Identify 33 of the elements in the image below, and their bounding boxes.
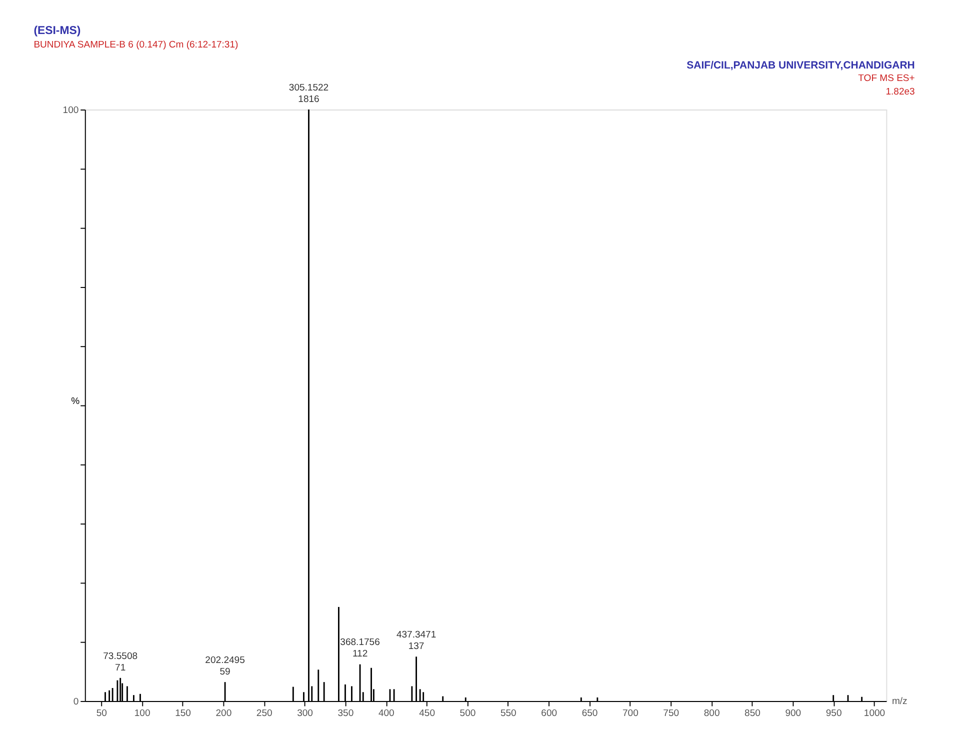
- chart-title: (ESI-MS): [34, 25, 81, 38]
- x-tick-label: 50: [96, 708, 107, 719]
- x-tick-label: 950: [826, 708, 842, 719]
- y-tick-label: 0: [73, 696, 79, 708]
- x-tick-label: 600: [541, 708, 558, 719]
- x-tick-label: 1000: [864, 708, 886, 719]
- annotation: 202.2495 59: [205, 654, 245, 678]
- x-tick-label: 300: [297, 708, 313, 719]
- x-tick-label: 700: [622, 708, 638, 719]
- text: TOF MS ES+: [858, 72, 916, 84]
- text: 1.82e3: [886, 86, 915, 98]
- x-tick-label: 250: [256, 708, 272, 719]
- text: SAIF/CIL,PANJAB UNIVERSITY,CHANDIGARH: [686, 60, 915, 72]
- annotation: 368.1756 112: [340, 637, 380, 660]
- x-tick-label: 900: [785, 708, 802, 719]
- annotation: 437.3471 137: [396, 630, 436, 652]
- chart-subtitle: BUNDIYA SAMPLE-B 6 (0.147) Cm (6:12-17:31): [34, 40, 238, 51]
- annotation: 73.5508 71: [103, 650, 138, 674]
- x-tick-label: 850: [744, 708, 760, 719]
- x-tick-label: 100: [134, 708, 150, 719]
- x-axis-title: m/z: [892, 696, 908, 707]
- x-tick-label: 800: [704, 708, 720, 719]
- x-tick-label: 650: [582, 708, 598, 719]
- x-tick-label: 400: [378, 708, 394, 719]
- y-axis-title: %: [71, 396, 80, 407]
- x-tick-label: 200: [216, 708, 232, 719]
- x-tick-label: 500: [460, 708, 476, 719]
- annotation: 305.1522 1816: [288, 82, 329, 105]
- x-tick-label: 350: [338, 708, 354, 719]
- x-tick-label: 750: [663, 708, 680, 719]
- x-tick-label: 450: [419, 708, 436, 719]
- x-tick-label: 150: [175, 708, 191, 719]
- x-tick-label: 550: [500, 708, 516, 719]
